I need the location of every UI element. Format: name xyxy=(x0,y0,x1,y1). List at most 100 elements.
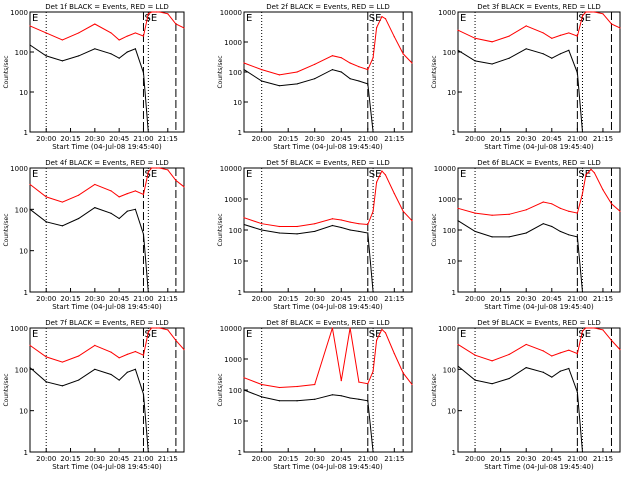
lld-data-point xyxy=(155,327,158,329)
x-tick-label: 21:15 xyxy=(158,135,178,143)
events-data-point xyxy=(358,230,360,233)
y-tick-label: 1000 xyxy=(224,39,242,47)
x-tick-label: 20:45 xyxy=(109,295,129,303)
y-axis-label: Counts/sec xyxy=(217,55,224,88)
x-tick-label: 21:00 xyxy=(358,135,378,143)
lld-data-point xyxy=(525,209,527,211)
events-data-point xyxy=(29,208,31,210)
plot-frame xyxy=(29,327,185,453)
lld-data-point xyxy=(159,327,161,329)
y-axis-label: Counts/sec xyxy=(3,373,10,406)
lld-data-point xyxy=(147,171,149,173)
lld-data-point xyxy=(474,354,476,356)
events-data-point xyxy=(349,397,351,399)
y-axis-label: Counts/sec xyxy=(3,55,10,88)
events-data-point xyxy=(559,53,561,55)
panel-title: Det 2f BLACK = Events, RED = LLD xyxy=(266,3,389,11)
lld-data-point xyxy=(155,11,158,13)
y-tick-label: 1 xyxy=(238,289,242,297)
x-tick-label: 20:00 xyxy=(252,295,272,303)
panel-title: Det 5f BLACK = Events, RED = LLD xyxy=(266,159,389,167)
lld-data-point xyxy=(331,55,334,57)
y-tick-label: 1000 xyxy=(438,196,456,204)
plot-frame xyxy=(29,167,185,293)
lld-series-line xyxy=(29,167,185,203)
x-tick-label: 20:45 xyxy=(331,295,351,303)
x-tick-label: 21:15 xyxy=(593,135,613,143)
lld-data-point xyxy=(110,351,112,353)
lld-data-point xyxy=(29,183,31,186)
events-series-line xyxy=(29,44,149,133)
lld-data-point xyxy=(155,167,158,169)
events-data-point xyxy=(45,221,47,223)
lld-data-point xyxy=(593,172,596,174)
events-data-point xyxy=(78,217,80,220)
lld-data-point xyxy=(525,343,527,346)
lld-data-point xyxy=(296,71,298,73)
lld-data-point xyxy=(349,327,351,329)
panel-title: Det 7f BLACK = Events, RED = LLD xyxy=(45,319,168,327)
lld-data-point xyxy=(593,11,596,13)
marker-label: E xyxy=(32,13,38,24)
lld-data-point xyxy=(372,370,374,372)
lld-data-point xyxy=(261,69,263,71)
lld-data-point xyxy=(585,327,587,329)
x-tick-label: 21:15 xyxy=(158,295,178,303)
events-data-point xyxy=(118,57,120,59)
lld-data-point xyxy=(402,372,404,374)
events-series-line xyxy=(243,224,374,293)
lld-data-point xyxy=(45,196,47,198)
lld-data-point xyxy=(525,25,527,27)
lld-data-point xyxy=(619,349,621,351)
lld-data-point xyxy=(150,11,153,13)
lld-data-point xyxy=(559,207,561,209)
y-tick-label: 1000 xyxy=(438,325,456,333)
lld-data-point xyxy=(118,39,120,41)
events-data-point xyxy=(45,381,47,383)
lld-data-point xyxy=(590,11,592,13)
lld-data-point xyxy=(147,331,149,333)
events-data-point xyxy=(581,131,584,133)
x-tick-label: 20:45 xyxy=(542,295,562,303)
events-data-point xyxy=(314,230,316,233)
lld-data-point xyxy=(45,356,47,358)
lld-data-point xyxy=(568,349,570,351)
lld-data-point xyxy=(45,32,47,34)
x-tick-label: 20:15 xyxy=(60,295,80,303)
events-data-point xyxy=(457,220,459,222)
events-data-point xyxy=(340,71,342,73)
lld-data-point xyxy=(568,210,570,212)
lld-series-line xyxy=(243,327,413,389)
lld-data-point xyxy=(134,350,136,353)
events-data-point xyxy=(243,69,245,71)
events-data-point xyxy=(457,49,459,51)
x-tick-label: 20:45 xyxy=(109,135,129,143)
lld-data-point xyxy=(551,203,553,205)
lld-data-point xyxy=(602,189,604,191)
x-tick-label: 20:00 xyxy=(252,455,272,463)
lld-data-point xyxy=(393,192,395,195)
lld-data-point xyxy=(367,383,369,385)
x-tick-label: 20:30 xyxy=(305,455,325,463)
plot-frame xyxy=(243,167,413,293)
detector-panel: Det 4f BLACK = Events, RED = LLD 1 10 100 10… xyxy=(3,159,185,311)
marker-label: SE xyxy=(144,329,157,340)
lld-data-point xyxy=(457,343,459,346)
events-series-line xyxy=(29,367,149,453)
lld-data-point xyxy=(384,332,387,334)
x-axis-label: Start Time (04-Jul-08 19:45:40) xyxy=(52,143,162,151)
y-tick-label: 10 xyxy=(447,89,456,97)
detector-panel: Det 6f BLACK = Events, RED = LLD 1 10 100 10… xyxy=(431,159,621,311)
lld-data-point xyxy=(110,32,112,34)
events-data-point xyxy=(110,212,112,214)
lld-data-point xyxy=(491,360,493,362)
x-axis-label: Start Time (04-Jul-08 19:45:40) xyxy=(52,463,162,471)
events-data-point xyxy=(147,291,149,293)
x-tick-label: 21:15 xyxy=(593,295,613,303)
events-data-point xyxy=(142,233,145,235)
marker-label: SE xyxy=(144,169,157,180)
x-tick-label: 20:45 xyxy=(331,455,351,463)
marker-label: E xyxy=(460,169,466,180)
lld-data-point xyxy=(134,190,136,192)
events-data-point xyxy=(118,379,120,381)
